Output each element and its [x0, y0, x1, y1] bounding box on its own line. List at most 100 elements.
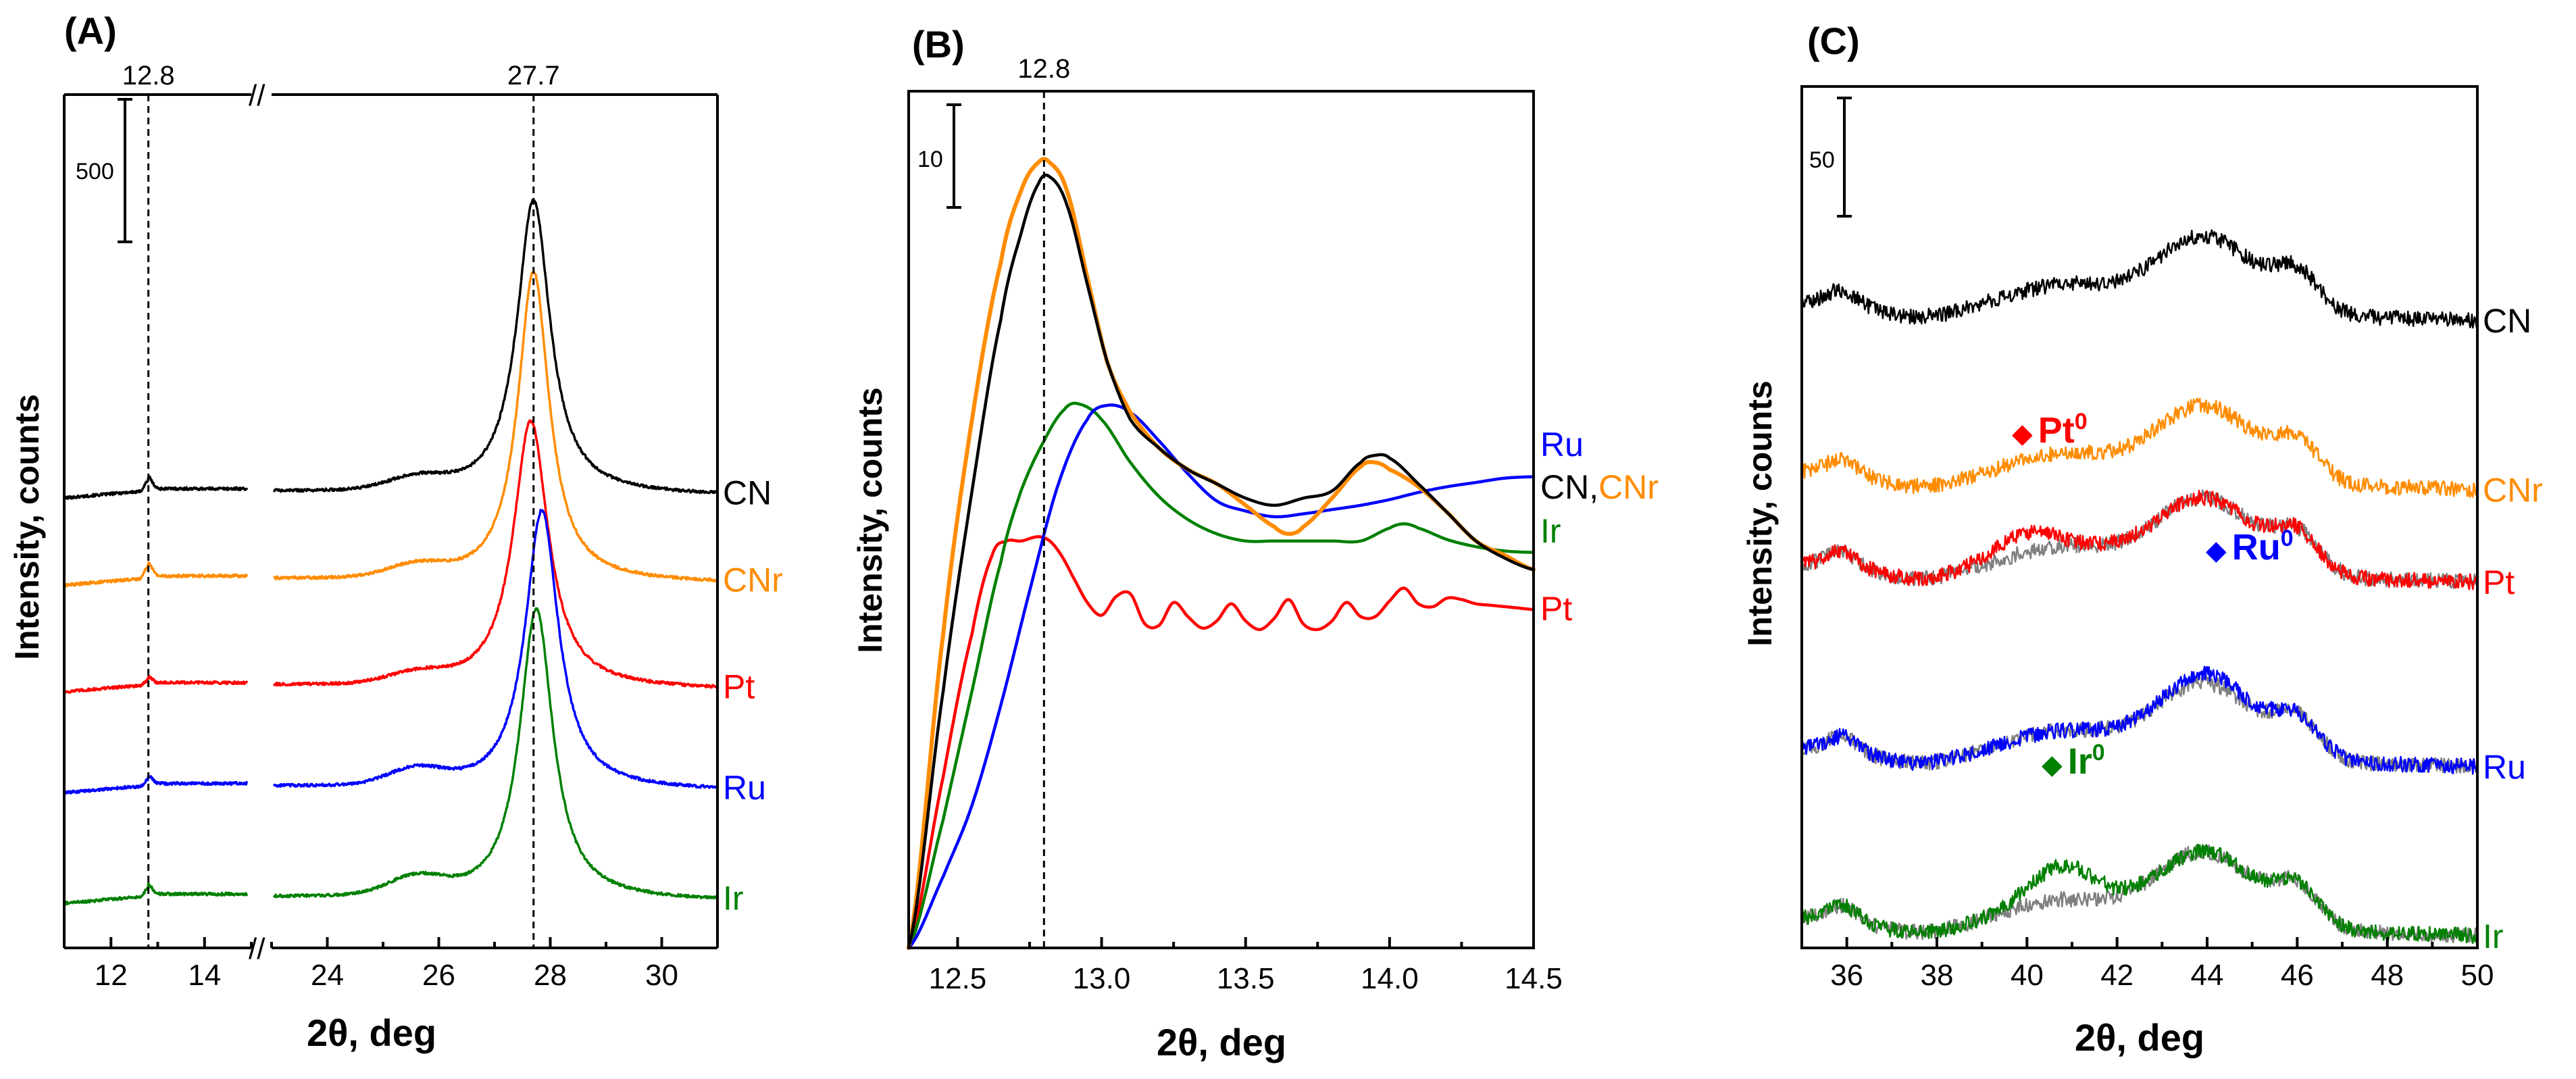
panel-c-tick-label-36: 36 [1830, 959, 1863, 992]
panel-c-scale-label: 50 [1809, 147, 1835, 173]
panel-c-annotations: ◆ Pt0 ◆ Ru0 ◆ Ir0 [2012, 409, 2294, 782]
trace-a-ir-seg2 [273, 607, 719, 900]
trace-c-cnr [1800, 397, 2479, 498]
annotation-pt0-marker: ◆ [2012, 419, 2033, 449]
panel-c-y-axis-label: Intensity, counts [1741, 380, 1779, 647]
panel-b: (B) 12.8 12.5 13.0 13.5 14.0 14.5 10 Ru CN,C… [851, 23, 1659, 1063]
annotation-ru0-sup: 0 [2281, 526, 2294, 551]
panel-a-axis-break-top: // [249, 79, 266, 112]
panel-a-label-ir: Ir [723, 879, 744, 917]
panel-a-tick-label-26: 26 [422, 959, 455, 992]
panel-b-tick-label-12.5: 12.5 [929, 962, 987, 995]
panel-a-tick-label-28: 28 [534, 959, 567, 992]
trace-a-pt-seg2 [273, 419, 719, 689]
panel-b-traces [907, 157, 1536, 950]
panel-c-label-cnr: CNr [2483, 472, 2543, 509]
panel-c-traces [1800, 229, 2479, 945]
trace-b-pt [907, 535, 1536, 950]
panel-a-x-axis-label: 2θ, deg [307, 1011, 436, 1054]
annotation-ir0-marker: ◆ [2042, 750, 2063, 780]
panel-a-y-axis-label: Intensity, counts [8, 394, 46, 660]
panel-a-tick-label-14: 14 [188, 959, 221, 992]
panel-b-label: (B) [912, 23, 965, 66]
trace-a-cnr-seg2 [273, 270, 719, 582]
trace-b-ru [907, 403, 1536, 950]
trace-c-ir [1800, 843, 2479, 945]
trace-a-cn-seg2 [273, 198, 719, 495]
panel-b-label-ir: Ir [1540, 512, 1561, 550]
panel-c-tick-label-38: 38 [1921, 959, 1954, 992]
panel-a-label-cn: CN [723, 474, 772, 511]
panel-c-tick-label-42: 42 [2100, 959, 2133, 992]
panel-c-label-ru: Ru [2483, 748, 2526, 786]
trace-c-ru [1800, 666, 2479, 775]
annotation-ir0-text: Ir [2068, 741, 2092, 782]
trace-b-ir [907, 401, 1536, 950]
panel-a-series-labels: CN CNr Pt Ru Ir [723, 474, 783, 917]
panel-a-break-gap-top [251, 81, 272, 108]
panel-c-series-labels: CN CNr Pt Ru Ir [2483, 302, 2543, 955]
panel-c-label: (C) [1807, 20, 1860, 62]
panel-a-axis-break-bottom: // [249, 932, 266, 965]
panel-b-ref-label-1: 12.8 [1017, 54, 1070, 84]
panel-b-scale-bar: 10 [917, 103, 961, 209]
panel-a-label-pt: Pt [723, 668, 755, 705]
trace-b-cn [907, 173, 1536, 950]
panel-b-tick-label-13.0: 13.0 [1073, 962, 1131, 995]
trace-c-cn [1800, 229, 2479, 329]
trace-a-ru-seg1 [63, 774, 248, 795]
panel-b-label-pt: Pt [1540, 590, 1572, 628]
trace-c-pt-reference [1800, 489, 2479, 591]
annotation-pt0-text: Pt [2038, 410, 2075, 451]
panel-b-tick-label-14.0: 14.0 [1361, 962, 1419, 995]
annotation-ru0-text: Ru [2232, 527, 2281, 568]
panel-c-frame [1800, 85, 2479, 949]
panel-a-tick-label-12: 12 [95, 959, 128, 992]
panel-a-scale-bar: 500 [76, 98, 132, 243]
panel-c-tick-label-40: 40 [2011, 959, 2044, 992]
trace-a-pt-seg1 [63, 674, 248, 694]
panel-c-scale-bar: 50 [1809, 97, 1852, 218]
annotation-ir0-sup: 0 [2092, 740, 2105, 766]
panel-a-tick-label-24: 24 [311, 959, 344, 992]
panel-a-label: (A) [64, 9, 117, 52]
panel-b-y-axis-label: Intensity, counts [851, 387, 889, 653]
panel-b-series-labels: Ru CN,CNr Ir Pt [1540, 426, 1659, 628]
annotation-ru0: ◆ Ru0 [2206, 526, 2294, 568]
panel-a-reference-lines: 12.8 27.7 [122, 61, 560, 948]
panel-b-tick-label-13.5: 13.5 [1217, 962, 1275, 995]
panel-a-tick-label-30: 30 [645, 959, 678, 992]
trace-a-cn-seg1 [63, 474, 248, 500]
annotation-ru0-marker: ◆ [2206, 536, 2227, 566]
trace-c-pt [1800, 489, 2479, 591]
panel-b-tick-label-14.5: 14.5 [1505, 962, 1563, 995]
panel-c-tick-label-48: 48 [2371, 959, 2404, 992]
panel-a-scale-label: 500 [76, 159, 114, 184]
panel-a: (A) 12.8 27.7 // // 12 14 24 26 28 30 500 CNCN… [8, 9, 783, 1054]
panel-c-x-axis-label: 2θ, deg [2075, 1016, 2204, 1059]
annotation-pt0-sup: 0 [2075, 409, 2088, 434]
panel-a-break-gap-bottom [251, 934, 272, 961]
trace-a-cnr-seg1 [63, 561, 248, 588]
panel-a-traces [63, 198, 719, 906]
panel-a-label-ru: Ru [723, 769, 766, 807]
panel-c-label-cn: CN [2483, 302, 2531, 340]
panel-c-tick-label-50: 50 [2461, 959, 2494, 992]
trace-a-ru-seg2 [273, 509, 719, 789]
panel-b-reference-lines: 12.8 [1017, 54, 1070, 948]
annotation-pt0: ◆ Pt0 [2012, 409, 2088, 451]
panel-b-label-comma: , [1589, 468, 1598, 506]
panel-a-x-ticks: 12 14 24 26 28 30 [63, 937, 719, 992]
panel-c-label-ir: Ir [2483, 918, 2504, 955]
panel-c: (C) 36 38 40 42 44 46 48 50 50 CN CNr Pt Ru Ir ◆ Pt0… [1741, 20, 2543, 1059]
panel-b-scale-label: 10 [917, 147, 943, 172]
panel-c-tick-label-44: 44 [2191, 959, 2224, 992]
panel-a-ref-label-2: 27.7 [507, 61, 560, 91]
panel-b-x-ticks: 12.5 13.0 13.5 14.0 14.5 [929, 937, 1563, 995]
panel-b-label-cnr-text: CNr [1598, 468, 1659, 506]
panel-b-x-axis-label: 2θ, deg [1157, 1021, 1286, 1063]
panel-c-x-ticks: 36 38 40 42 44 46 48 50 [1800, 937, 2494, 992]
panel-b-label-cn-text: CN [1540, 468, 1589, 506]
panel-c-tick-label-46: 46 [2281, 959, 2314, 992]
